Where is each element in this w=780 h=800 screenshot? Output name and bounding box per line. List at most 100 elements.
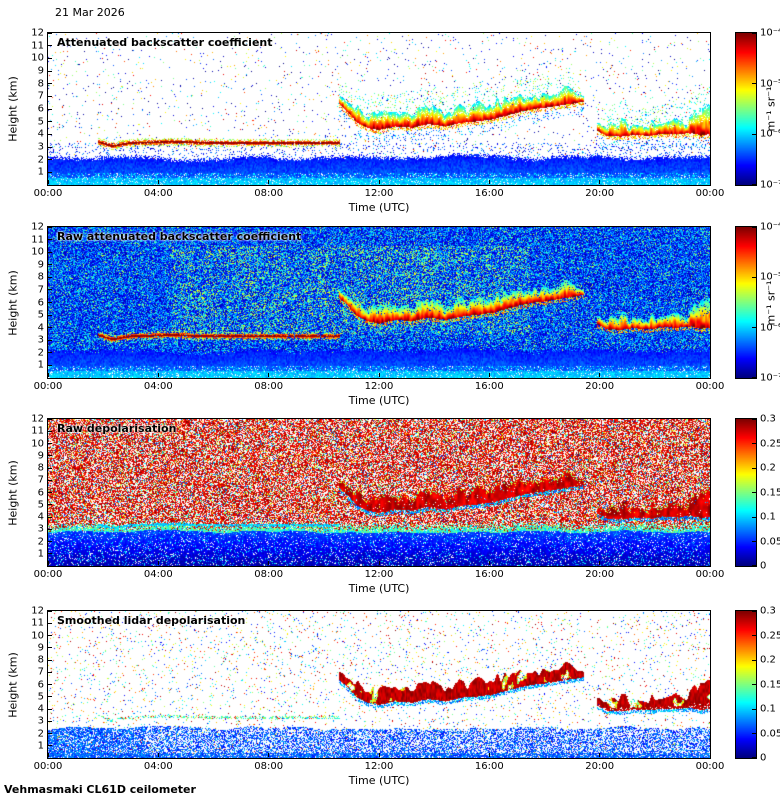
x-tick-label: 00:00 <box>33 188 63 199</box>
axis-tick <box>48 659 52 661</box>
colorbar-canvas <box>735 226 757 379</box>
axis-tick <box>48 339 52 341</box>
y-tick-label: 12 <box>31 605 44 617</box>
panel-plot-canvas <box>47 418 711 567</box>
axis-tick <box>157 753 159 757</box>
axis-tick <box>488 373 490 377</box>
axis-tick <box>48 696 52 698</box>
y-tick-label: 5 <box>37 116 44 128</box>
colorbar-tick-label: 10⁻⁴ <box>760 27 780 39</box>
colorbar-tick <box>752 83 756 85</box>
y-tick-label: 4 <box>37 128 44 140</box>
colorbar-tick-label: 0.15 <box>760 679 780 690</box>
y-tick-label: 10 <box>31 438 44 449</box>
colorbar-tick-label: 10⁻⁷ <box>760 179 780 191</box>
axis-tick <box>48 264 52 266</box>
axis-tick <box>47 753 49 757</box>
colorbar-tick-label: 10⁻⁴ <box>760 221 780 233</box>
axis-tick <box>48 516 52 518</box>
axis-tick <box>47 561 49 565</box>
x-tick-label: 16:00 <box>474 188 504 199</box>
axis-tick <box>157 180 159 184</box>
axis-tick <box>157 373 159 377</box>
y-tick-label: 10 <box>31 630 44 641</box>
colorbar-tick <box>752 327 756 329</box>
x-tick-label: 04:00 <box>143 761 173 772</box>
colorbar-canvas <box>735 418 757 567</box>
axis-tick <box>48 528 52 530</box>
x-tick-label: 00:00 <box>33 569 63 580</box>
axis-tick <box>268 373 270 377</box>
y-tick-label: 11 <box>31 617 44 629</box>
colorbar-tick-label: 0.3 <box>760 413 776 425</box>
colorbar-tick-label: 0.2 <box>760 654 776 666</box>
axis-tick <box>48 302 52 303</box>
colorbar-tick <box>752 133 756 135</box>
y-tick-label: 9 <box>37 259 44 271</box>
colorbar-tick <box>752 684 756 685</box>
axis-tick <box>48 430 52 432</box>
axis-tick <box>48 684 52 685</box>
colorbar-canvas <box>735 610 757 759</box>
axis-tick <box>709 373 711 377</box>
y-tick-label: 3 <box>37 523 44 535</box>
axis-tick <box>48 32 52 34</box>
y-tick-label: 7 <box>37 284 44 296</box>
y-tick-label: 6 <box>37 103 44 115</box>
axis-tick <box>268 561 270 565</box>
axis-tick <box>48 45 52 47</box>
colorbar-tick <box>752 757 756 758</box>
axis-tick <box>709 561 711 565</box>
x-tick-label: 00:00 <box>33 381 63 392</box>
colorbar-tick-label: 0.1 <box>760 703 776 715</box>
axis-tick <box>48 635 52 636</box>
colorbar-tick <box>752 33 756 34</box>
axis-tick <box>48 70 52 72</box>
x-tick-label: 20:00 <box>585 188 615 199</box>
axis-tick <box>599 180 601 184</box>
axis-tick <box>48 455 52 457</box>
x-tick-label: 16:00 <box>474 569 504 580</box>
x-tick-label: 08:00 <box>254 381 284 392</box>
x-axis-label: Time (UTC) <box>348 201 410 214</box>
panel-title: Attenuated backscatter coefficient <box>57 36 273 49</box>
axis-tick <box>48 541 52 542</box>
y-tick-label: 1 <box>37 359 44 371</box>
y-tick-label: 8 <box>37 78 44 90</box>
y-tick-label: 10 <box>31 246 44 258</box>
axis-tick <box>709 180 711 184</box>
axis-tick <box>48 720 52 722</box>
axis-tick <box>47 180 49 184</box>
y-tick-label: 7 <box>37 90 44 102</box>
colorbar-tick <box>752 492 756 493</box>
instrument-label: Vehmasmaki CL61D ceilometer <box>4 783 196 796</box>
axis-tick <box>378 180 380 184</box>
x-tick-label: 08:00 <box>254 188 284 199</box>
date-label: 21 Mar 2026 <box>55 6 125 19</box>
y-tick-label: 9 <box>37 642 44 654</box>
axis-tick <box>48 467 52 469</box>
axis-tick <box>378 373 380 377</box>
axis-tick <box>709 753 711 757</box>
y-tick-label: 5 <box>37 691 44 703</box>
axis-tick <box>48 364 52 366</box>
colorbar-tick-label: 0.2 <box>760 462 776 474</box>
axis-tick <box>48 121 52 123</box>
y-tick-label: 4 <box>37 511 44 523</box>
axis-tick <box>48 159 52 161</box>
y-tick-label: 4 <box>37 322 44 334</box>
axis-tick <box>48 327 52 329</box>
colorbar-unit-label: m⁻¹ sr⁻¹ <box>764 86 778 132</box>
axis-tick <box>48 622 52 624</box>
axis-tick <box>378 561 380 565</box>
axis-tick <box>48 733 52 734</box>
colorbar-tick <box>752 443 756 444</box>
y-tick-label: 7 <box>37 474 44 486</box>
y-tick-label: 1 <box>37 548 44 560</box>
axis-tick <box>268 753 270 757</box>
y-tick-label: 1 <box>37 166 44 178</box>
panel-title: Raw depolarisation <box>57 422 177 435</box>
y-tick-label: 12 <box>31 413 44 425</box>
colorbar-tick <box>752 708 756 710</box>
x-tick-label: 20:00 <box>585 381 615 392</box>
